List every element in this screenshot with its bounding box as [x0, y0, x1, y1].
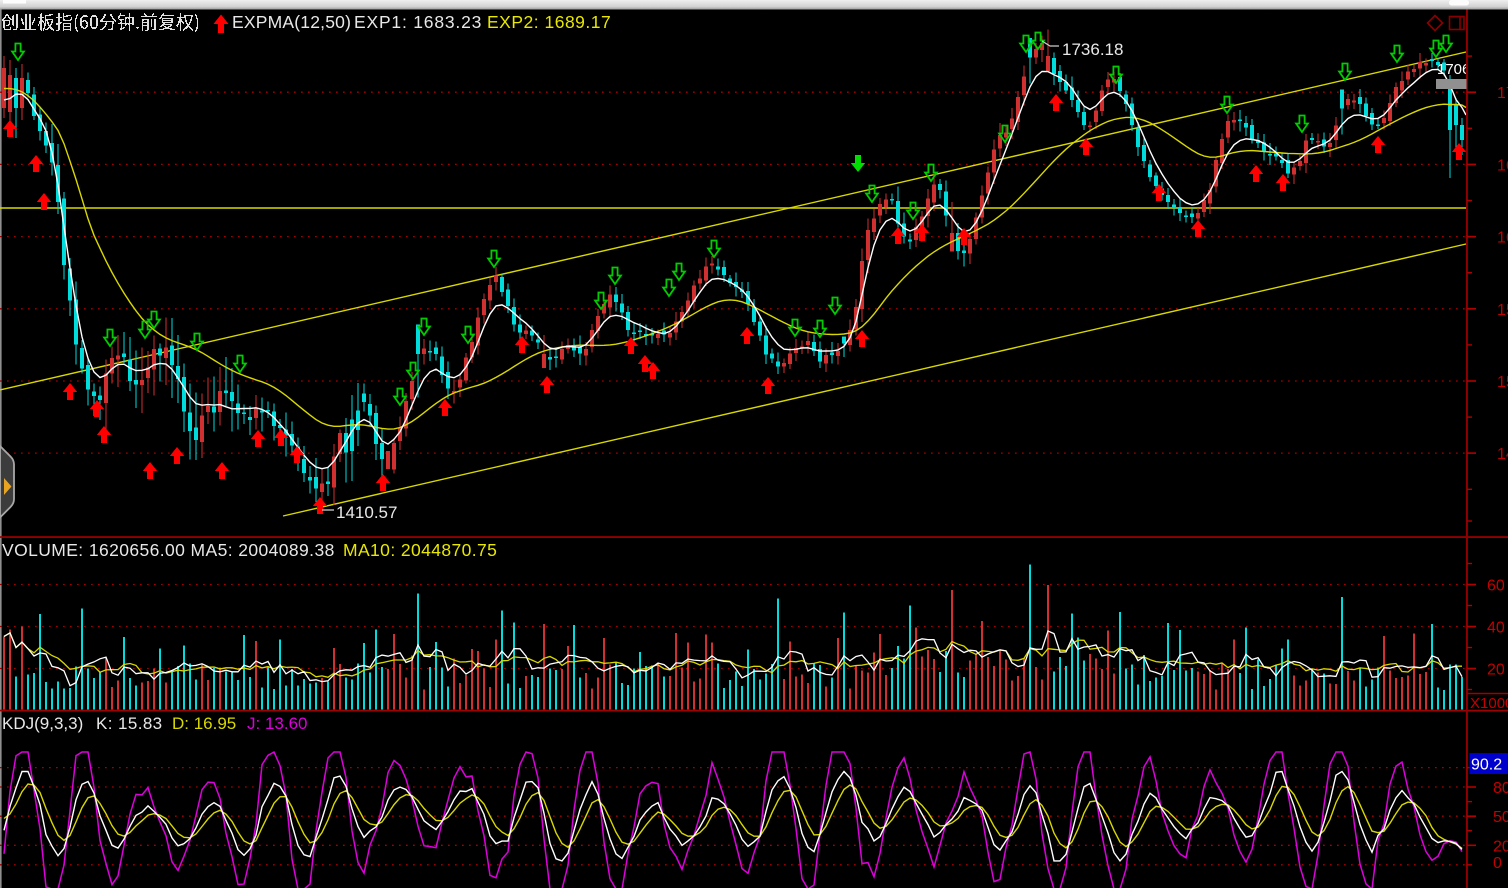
svg-text:1550.00: 1550.00 [1497, 302, 1508, 319]
svg-text:60: 60 [1487, 578, 1505, 595]
svg-text:K: 15.83: K: 15.83 [96, 714, 163, 733]
svg-text:1650.00: 1650.00 [1497, 157, 1508, 174]
svg-text:50: 50 [1493, 809, 1508, 826]
svg-text:20: 20 [1487, 662, 1505, 679]
svg-text:1410.57: 1410.57 [336, 503, 397, 522]
svg-text:1600.00: 1600.00 [1497, 230, 1508, 247]
svg-text:40: 40 [1487, 620, 1505, 637]
svg-text:EXP2: 1689.17: EXP2: 1689.17 [487, 12, 611, 32]
svg-text:X10000: X10000 [1470, 695, 1508, 712]
svg-text:1700.00: 1700.00 [1497, 85, 1508, 102]
svg-text:1450.00: 1450.00 [1497, 446, 1508, 463]
svg-text:1500.00: 1500.00 [1497, 374, 1508, 391]
svg-text:D: 16.95: D: 16.95 [172, 714, 236, 733]
svg-text:20: 20 [1493, 838, 1508, 855]
svg-text:1706.88: 1706.88 [1437, 61, 1491, 78]
svg-text:0: 0 [1493, 855, 1502, 872]
svg-text:1736.18: 1736.18 [1062, 40, 1123, 59]
svg-text:J: 13.60: J: 13.60 [247, 714, 308, 733]
svg-text:80: 80 [1493, 780, 1508, 797]
svg-text:VOLUME: 1620656.00 MA5: 20040: VOLUME: 1620656.00 MA5: 2004089.38 [2, 540, 335, 560]
svg-text:EXP1: 1683.23: EXP1: 1683.23 [354, 12, 482, 32]
svg-text:90.2: 90.2 [1471, 757, 1502, 774]
svg-text:KDJ(9,3,3): KDJ(9,3,3) [2, 714, 83, 733]
svg-text:EXPMA(12,50): EXPMA(12,50) [232, 12, 351, 32]
svg-text:MA10: 2044870.75: MA10: 2044870.75 [343, 540, 497, 560]
